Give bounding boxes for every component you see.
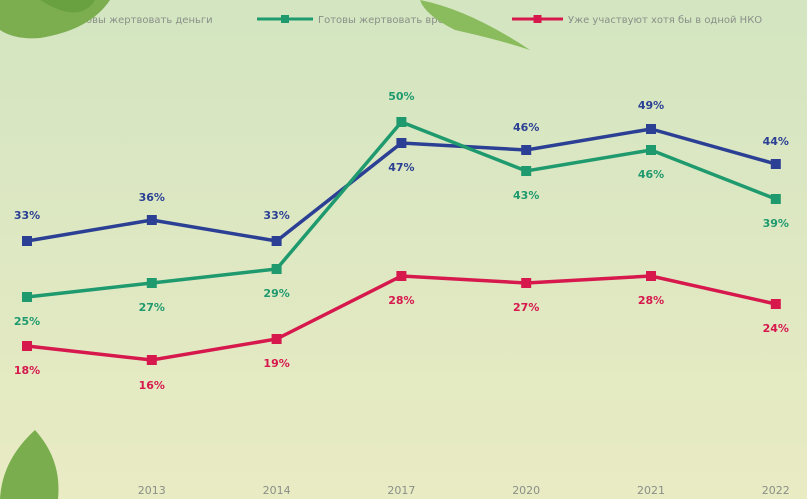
point (771, 194, 781, 204)
data-label: 27% (513, 301, 539, 314)
data-label: 18% (14, 364, 40, 377)
point (521, 145, 531, 155)
point (646, 145, 656, 155)
data-label: 36% (139, 191, 165, 204)
legend-marker (534, 15, 542, 23)
point (396, 117, 406, 127)
legend-label: Уже участвуют хотя бы в одной НКО (568, 15, 762, 26)
data-label: 16% (139, 379, 165, 392)
data-label: 25% (14, 315, 40, 328)
point (396, 271, 406, 281)
x-tick-label: 2017 (387, 484, 415, 497)
data-label: 33% (263, 209, 289, 222)
point (22, 341, 32, 351)
point (521, 166, 531, 176)
data-label: 39% (763, 217, 789, 230)
data-label: 29% (263, 287, 289, 300)
data-label: 47% (388, 161, 414, 174)
point (272, 334, 282, 344)
data-label: 50% (388, 90, 414, 103)
point (147, 278, 157, 288)
data-label: 28% (638, 294, 664, 307)
data-label: 28% (388, 294, 414, 307)
point (771, 299, 781, 309)
point (22, 292, 32, 302)
data-label: 27% (139, 301, 165, 314)
x-tick-label: 2021 (637, 484, 665, 497)
point (521, 278, 531, 288)
data-label: 46% (638, 168, 664, 181)
data-label: 24% (763, 322, 789, 335)
x-tick-label: 2020 (512, 484, 540, 497)
point (646, 271, 656, 281)
point (646, 124, 656, 134)
x-tick-label: 2022 (762, 484, 790, 497)
point (147, 215, 157, 225)
x-tick-label: 2014 (263, 484, 291, 497)
point (272, 236, 282, 246)
data-label: 43% (513, 189, 539, 202)
x-tick-label: 2013 (138, 484, 166, 497)
data-label: 49% (638, 99, 664, 112)
legend-marker (281, 15, 289, 23)
data-label: 19% (263, 357, 289, 370)
background (0, 0, 807, 499)
point (272, 264, 282, 274)
data-label: 44% (763, 135, 789, 148)
point (396, 138, 406, 148)
point (771, 159, 781, 169)
data-label: 46% (513, 121, 539, 134)
point (22, 236, 32, 246)
chart: 2009201320142017202020212022Готовы жертв… (0, 0, 807, 499)
point (147, 355, 157, 365)
data-label: 33% (14, 209, 40, 222)
